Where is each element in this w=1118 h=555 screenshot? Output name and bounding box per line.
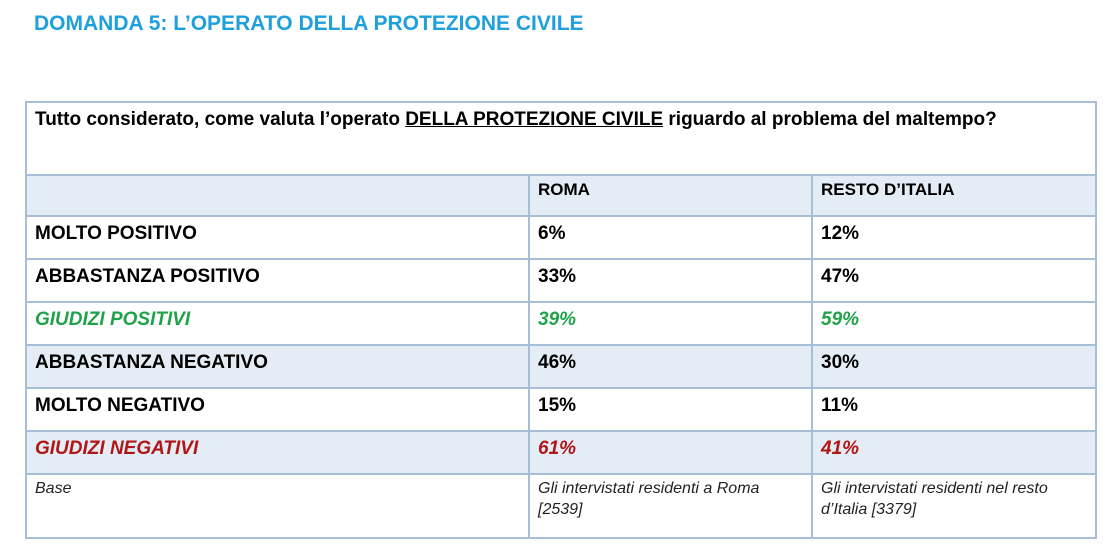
roma-value: 15% (528, 387, 813, 432)
roma-value: 46% (528, 344, 813, 389)
base-roma: Gli intervistati residenti a Roma [2539] (528, 473, 813, 539)
table-row: MOLTO NEGATIVO 15% 11% (25, 387, 1098, 432)
survey-table: Tutto considerato, come valuta l’operato… (24, 101, 1098, 539)
resto-value: 47% (810, 258, 1098, 303)
roma-value: 39% (528, 301, 813, 346)
resto-value: 30% (810, 344, 1098, 389)
page-title: DOMANDA 5: L’OPERATO DELLA PROTEZIONE CI… (34, 12, 584, 35)
row-label: MOLTO NEGATIVO (25, 387, 530, 432)
base-label: Base (25, 473, 530, 539)
roma-value: 6% (528, 215, 813, 260)
question-before: Tutto considerato, come valuta l’operato (35, 109, 406, 130)
question-row: Tutto considerato, come valuta l’operato… (24, 101, 1098, 176)
row-label: ABBASTANZA POSITIVO (25, 258, 530, 303)
header-empty (25, 174, 530, 217)
table-row: ABBASTANZA POSITIVO 33% 47% (25, 258, 1098, 303)
base-resto: Gli intervistati residenti nel resto d’I… (810, 473, 1098, 539)
header-resto: RESTO D’ITALIA (810, 174, 1098, 217)
row-label: GIUDIZI POSITIVI (25, 301, 530, 346)
row-label: MOLTO POSITIVO (25, 215, 530, 260)
resto-value: 41% (810, 430, 1098, 475)
roma-value: 33% (528, 258, 813, 303)
header-row: ROMA RESTO D’ITALIA (25, 174, 1098, 217)
table-row: ABBASTANZA NEGATIVO 46% 30% (25, 344, 1098, 389)
question-underlined: DELLA PROTEZIONE CIVILE (405, 109, 664, 130)
base-row: Base Gli intervistati residenti a Roma [… (25, 473, 1098, 539)
resto-value: 12% (810, 215, 1098, 260)
table-row-negative-total: GIUDIZI NEGATIVI 61% 41% (25, 430, 1098, 475)
row-label: GIUDIZI NEGATIVI (25, 430, 530, 475)
roma-value: 61% (528, 430, 813, 475)
resto-value: 11% (810, 387, 1098, 432)
resto-value: 59% (810, 301, 1098, 346)
table-row: MOLTO POSITIVO 6% 12% (25, 215, 1098, 260)
row-label: ABBASTANZA NEGATIVO (25, 344, 530, 389)
table-row-positive-total: GIUDIZI POSITIVI 39% 59% (25, 301, 1098, 346)
question-after: riguardo al problema del maltempo? (663, 109, 997, 130)
header-roma: ROMA (528, 174, 813, 217)
question-text: Tutto considerato, come valuta l’operato… (24, 101, 1098, 176)
